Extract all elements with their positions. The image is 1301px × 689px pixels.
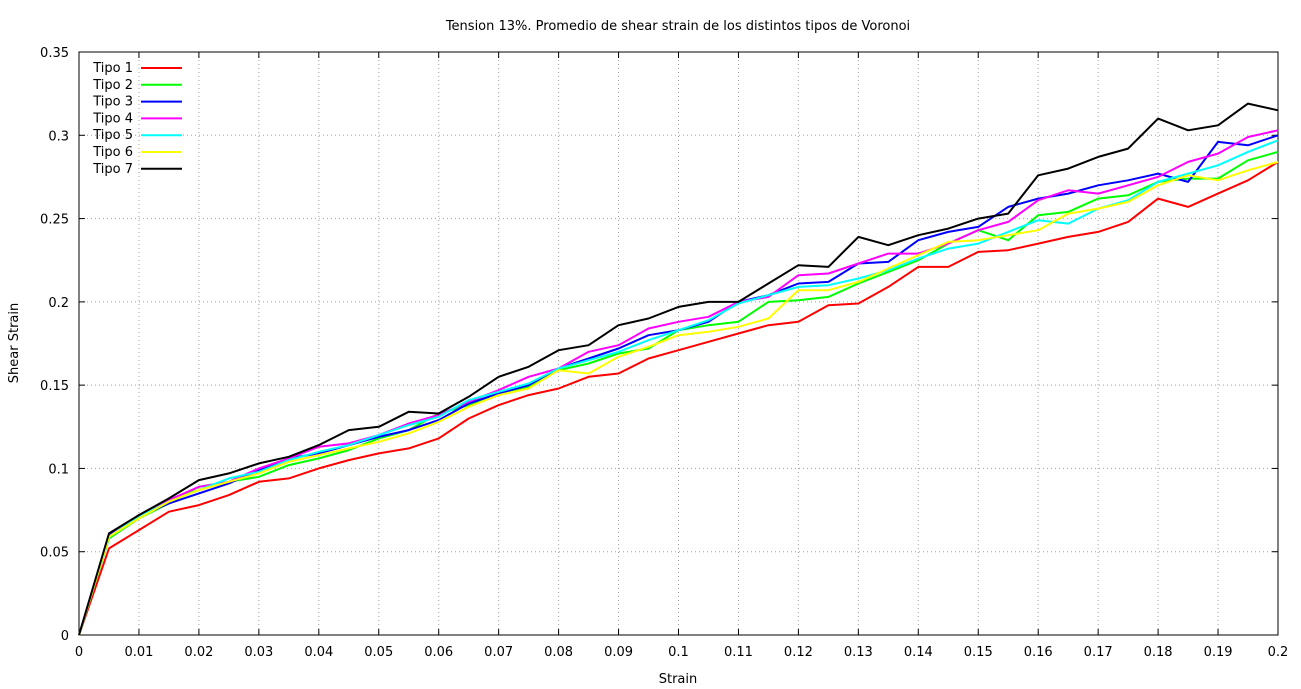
x-tick-label: 0.18 — [1144, 645, 1173, 660]
x-tick-label: 0.06 — [424, 645, 453, 660]
y-tick-label: 0 — [61, 629, 69, 644]
legend-label: Tipo 2 — [92, 78, 133, 93]
y-tick-label: 0.25 — [40, 213, 69, 228]
y-tick-label: 0.3 — [48, 129, 69, 144]
x-tick-label: 0.07 — [484, 645, 513, 660]
x-tick-label: 0.04 — [304, 645, 333, 660]
y-tick-label: 0.35 — [40, 46, 69, 61]
x-tick-label: 0.15 — [964, 645, 993, 660]
x-tick-label: 0.09 — [604, 645, 633, 660]
x-tick-label: 0.02 — [184, 645, 213, 660]
series-lines — [78, 102, 1279, 636]
x-tick-label: 0.08 — [544, 645, 573, 660]
legend-label: Tipo 5 — [92, 128, 133, 143]
y-tick-label: 0.15 — [40, 379, 69, 394]
series-line-tipo-5 — [78, 139, 1279, 636]
legend-label: Tipo 4 — [92, 111, 133, 126]
y-tick-label: 0.1 — [48, 462, 69, 477]
legend-label: Tipo 7 — [92, 162, 133, 177]
x-tick-label: 0.1 — [668, 645, 689, 660]
series-line-tipo-1 — [78, 161, 1279, 636]
x-tick-label: 0.2 — [1268, 645, 1289, 660]
y-axis-label: Shear Strain — [7, 303, 22, 383]
legend-label: Tipo 3 — [92, 95, 133, 110]
y-tick-label: 0.2 — [48, 296, 69, 311]
x-tick-label: 0.12 — [784, 645, 813, 660]
x-tick-label: 0.16 — [1024, 645, 1053, 660]
x-tick-label: 0.14 — [904, 645, 933, 660]
x-axis-label: Strain — [659, 672, 698, 687]
series-line-tipo-4 — [78, 129, 1279, 636]
x-tick-label: 0.01 — [124, 645, 153, 660]
chart-title: Tension 13%. Promedio de shear strain de… — [445, 19, 910, 34]
x-tick-label: 0.03 — [244, 645, 273, 660]
series-line-tipo-7 — [78, 102, 1279, 636]
x-tick-label: 0 — [75, 645, 83, 660]
legend-label: Tipo 1 — [92, 61, 133, 76]
x-tick-label: 0.11 — [724, 645, 753, 660]
axis-ticks: 0 0.01 0.02 0.03 0.04 0.05 0.06 0.07 0.08 0.09 0.1… — [40, 46, 1288, 660]
x-tick-label: 0.13 — [844, 645, 873, 660]
x-tick-label: 0.05 — [364, 645, 393, 660]
x-tick-label: 0.17 — [1084, 645, 1113, 660]
x-tick-label: 0.19 — [1204, 645, 1233, 660]
legend-label: Tipo 6 — [92, 145, 133, 160]
y-tick-label: 0.05 — [40, 546, 69, 561]
series-line-tipo-6 — [78, 160, 1279, 636]
